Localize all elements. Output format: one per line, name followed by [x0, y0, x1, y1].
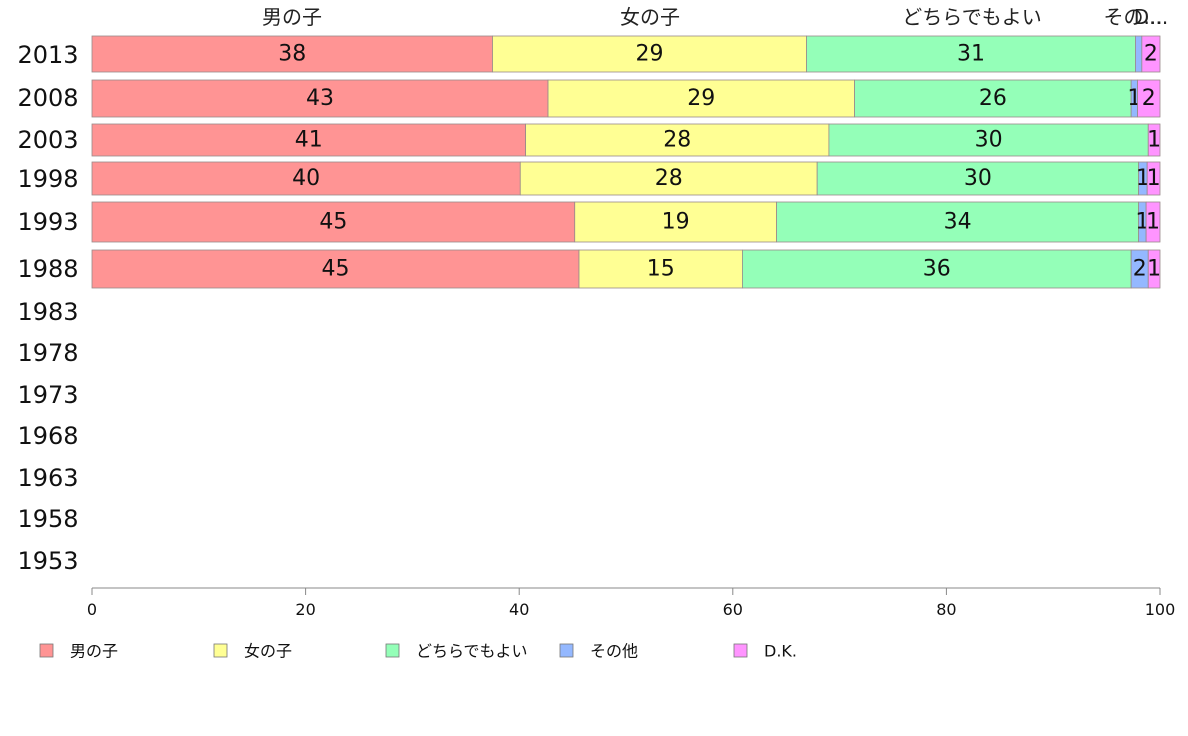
bar-value-label: 28 — [655, 166, 683, 191]
bar-value-label: 1 — [1147, 257, 1161, 282]
bar-value-label: 26 — [979, 86, 1007, 111]
bar-segment — [1135, 35, 1143, 73]
x-tick-label: 80 — [936, 600, 956, 619]
x-tick-label: 20 — [295, 600, 315, 619]
year-label: 1968 — [17, 422, 78, 450]
bar-value-label: 2 — [1133, 257, 1147, 282]
bar-segment — [91, 35, 493, 73]
year-label: 1973 — [17, 381, 78, 409]
bar-value-label: 1 — [1136, 166, 1150, 191]
bar-segment — [1141, 35, 1161, 73]
bar-value-label: 1 — [1147, 166, 1161, 191]
legend-label: D.K. — [764, 642, 797, 661]
bar-value-label: 38 — [278, 42, 306, 67]
bar-value-label: 36 — [923, 257, 951, 282]
legend-label: 男の子 — [70, 642, 118, 661]
bar-value-label: 1 — [1147, 128, 1161, 153]
bar-value-label: 1 — [1146, 210, 1160, 235]
x-tick-label: 100 — [1145, 600, 1176, 619]
column-header-label: その... — [1103, 5, 1162, 29]
bar-segment — [91, 249, 580, 289]
year-label: 1998 — [17, 165, 78, 193]
x-tick-label: 0 — [87, 600, 97, 619]
year-label: 1953 — [17, 547, 78, 575]
bar-segment — [91, 123, 527, 157]
legend-swatch — [733, 643, 748, 658]
bar-segment — [1146, 161, 1161, 196]
year-label: 1963 — [17, 464, 78, 492]
legend-swatch — [213, 643, 228, 658]
legend-label: どちらでもよい — [416, 642, 528, 661]
bar-segment — [742, 249, 1132, 289]
column-header-label: D... — [1134, 5, 1168, 29]
bar-segment — [1147, 249, 1161, 289]
bar-segment — [519, 161, 818, 196]
bar-segment — [492, 35, 807, 73]
legend-swatch — [385, 643, 400, 658]
bar-value-label: 30 — [975, 128, 1003, 153]
bar-value-label: 15 — [647, 257, 675, 282]
bar-value-label: 45 — [322, 257, 350, 282]
legend-swatch — [559, 643, 574, 658]
year-label: 1993 — [17, 208, 78, 236]
column-header-label: 女の子 — [620, 5, 680, 29]
bar-value-label: 43 — [306, 86, 334, 111]
bar-segment — [854, 79, 1132, 118]
bar-segment — [806, 35, 1136, 73]
year-label: 1958 — [17, 505, 78, 533]
column-header-label: どちらでもよい — [902, 5, 1041, 29]
bar-segment — [547, 79, 855, 118]
bar-segment — [816, 161, 1140, 196]
x-tick-label: 40 — [509, 600, 529, 619]
bar-segment — [525, 123, 830, 157]
bar-segment — [574, 201, 777, 243]
bar-segment — [578, 249, 743, 289]
bar-segment — [1147, 123, 1161, 157]
year-label: 2013 — [17, 41, 78, 69]
year-label: 1978 — [17, 339, 78, 367]
legend-label: その他 — [590, 642, 638, 661]
column-header-label: 男の子 — [262, 5, 322, 29]
bar-segment — [776, 201, 1140, 243]
legend-swatch — [39, 643, 54, 658]
bar-segment — [1145, 201, 1161, 243]
bar-value-label: 29 — [635, 42, 663, 67]
bar-value-label: 29 — [687, 86, 715, 111]
bar-value-label: 2 — [1142, 86, 1156, 111]
bar-value-label: 28 — [663, 128, 691, 153]
bar-segment — [1137, 79, 1161, 118]
year-label: 2008 — [17, 84, 78, 112]
bar-segment — [91, 79, 549, 118]
bar-value-label: 41 — [295, 128, 323, 153]
x-tick-label: 60 — [723, 600, 743, 619]
bar-value-label: 2 — [1144, 42, 1158, 67]
bar-value-label: 30 — [964, 166, 992, 191]
bar-segment — [91, 161, 521, 196]
bar-value-label: 31 — [957, 42, 985, 67]
year-label: 1988 — [17, 255, 78, 283]
year-label: 1983 — [17, 298, 78, 326]
bar-value-label: 40 — [292, 166, 320, 191]
legend-label: 女の子 — [244, 642, 292, 661]
bar-segment — [91, 201, 576, 243]
bar-value-label: 34 — [944, 210, 972, 235]
bar-value-label: 45 — [319, 210, 347, 235]
bar-value-label: 19 — [662, 210, 690, 235]
year-label: 2003 — [17, 126, 78, 154]
